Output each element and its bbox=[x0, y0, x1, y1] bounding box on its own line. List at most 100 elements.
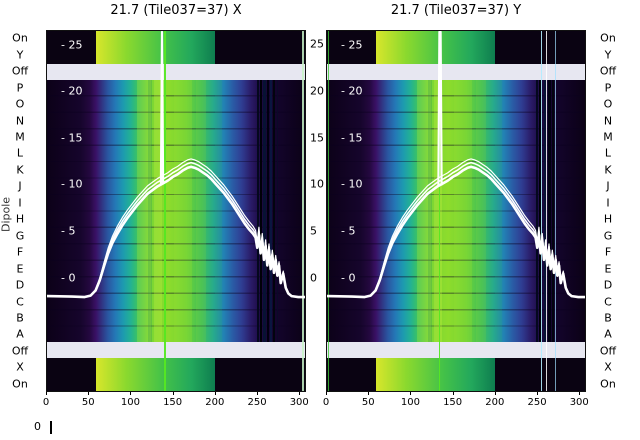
bright-line bbox=[546, 31, 548, 391]
y-tick-outer: 5 bbox=[310, 224, 317, 238]
bright-line bbox=[302, 31, 304, 391]
x-tick-label: 300 bbox=[289, 397, 309, 408]
y-tick-inner: - 10 bbox=[61, 177, 83, 191]
dipole-row-label: J bbox=[606, 179, 610, 193]
dipole-row-label: P bbox=[16, 81, 24, 95]
x-tick-mark bbox=[172, 392, 174, 395]
dipole-row-label: Y bbox=[604, 48, 612, 62]
off-row-bottom bbox=[327, 341, 585, 359]
dipole-row-label: M bbox=[603, 130, 613, 144]
y-tick-inner: - 0 bbox=[61, 271, 76, 284]
y-tick-outer: 0 bbox=[310, 271, 317, 285]
x-tick-label: 0 bbox=[322, 397, 330, 408]
dark-stripe bbox=[535, 80, 538, 342]
x-tick-label: 0 bbox=[42, 397, 50, 408]
y-tick-outer: 20 bbox=[310, 84, 324, 98]
dipole-row-label: D bbox=[603, 278, 613, 292]
dark-stripe bbox=[538, 80, 542, 342]
dipole-row-label: On bbox=[600, 377, 616, 391]
dipole-row-label: Off bbox=[599, 64, 617, 78]
dark-stripe bbox=[257, 80, 260, 342]
dark-stripe bbox=[270, 80, 272, 342]
x-tick-label: 150 bbox=[163, 397, 183, 408]
y-tick-inner: - 5 bbox=[341, 224, 356, 238]
dipole-row-label: K bbox=[604, 163, 612, 177]
y-tick-inner: - 10 bbox=[341, 177, 363, 191]
heatmap-panel-x: - 25 - 20 - 15 - 10 - 5 - 0 bbox=[46, 30, 306, 392]
y-tick-outer: 15 bbox=[310, 131, 324, 145]
y-tick-inner: - 15 bbox=[61, 131, 83, 145]
dipole-row-label: O bbox=[603, 97, 613, 111]
x-tick-label: 200 bbox=[205, 397, 225, 408]
x-tick-label: 50 bbox=[361, 397, 375, 408]
dipole-row-label: Off bbox=[11, 64, 29, 78]
dipole-row-label: X bbox=[16, 360, 24, 374]
y-tick-inner: - 5 bbox=[61, 224, 76, 238]
dipole-row-label: E bbox=[604, 262, 612, 276]
panel-title-y: 21.7 (Tile037=37) Y bbox=[390, 3, 522, 18]
x-tick-label: 250 bbox=[247, 397, 267, 408]
dipole-row-label: J bbox=[18, 179, 22, 193]
panel-wrap-y: - 25 - 20 - 15 - 10 - 5 - 0 0 50 100 150 200 250 30… bbox=[323, 30, 589, 408]
dark-stripe bbox=[273, 80, 276, 342]
x-tick-label: 150 bbox=[443, 397, 463, 408]
x-tick-label: 50 bbox=[81, 397, 95, 408]
heatmap-texture-column bbox=[137, 80, 152, 342]
heatmap-texture-column bbox=[494, 80, 502, 342]
dipole-row-label: C bbox=[16, 295, 24, 308]
y-tick-inner: - 20 bbox=[61, 84, 83, 98]
panel-title-x: 21.7 (Tile037=37) X bbox=[110, 3, 242, 18]
dipole-row-label: On bbox=[12, 31, 28, 45]
heatmap-texture-column bbox=[196, 80, 207, 342]
heatmap-texture-column bbox=[427, 80, 432, 342]
dipole-row-label: On bbox=[600, 31, 616, 45]
dipole-labels-left: On Y Off P O N M L K J I H G F E D C B A Off X On bbox=[0, 30, 40, 392]
x-tick-label: 100 bbox=[120, 397, 140, 408]
x-tick-mark bbox=[368, 392, 370, 395]
dipole-row-label: Off bbox=[599, 344, 617, 358]
x-tick-mark bbox=[494, 392, 496, 395]
dark-stripe bbox=[552, 80, 555, 342]
bright-line bbox=[554, 31, 556, 391]
dark-stripe bbox=[276, 80, 279, 342]
dipole-row-label: I bbox=[606, 196, 610, 210]
power-profile-lines bbox=[47, 31, 305, 391]
dipole-row-label: L bbox=[16, 146, 24, 160]
heatmap-texture-column bbox=[154, 80, 163, 342]
x-tick-mark bbox=[410, 392, 412, 395]
bright-green-line bbox=[327, 31, 330, 391]
heatmap-texture-column bbox=[454, 80, 473, 342]
x-tick-mark bbox=[537, 392, 539, 395]
x-tick-label: 200 bbox=[485, 397, 505, 408]
power-profile-lines bbox=[327, 31, 585, 391]
dipole-row-label: F bbox=[604, 245, 612, 259]
dipole-row-label: L bbox=[604, 146, 612, 160]
dipole-row-label: F bbox=[16, 245, 24, 259]
heatmap-texture-column bbox=[214, 80, 222, 342]
heatmap-texture-column bbox=[476, 80, 487, 342]
dipole-row-label: B bbox=[604, 311, 612, 325]
x-tick-mark bbox=[130, 392, 132, 395]
spectrum-heatmap bbox=[47, 80, 305, 342]
off-row-top bbox=[327, 63, 585, 81]
y-tick-inner: - 20 bbox=[341, 84, 363, 98]
dipole-labels-right: On Y Off P O N M L K J I H G F E D C B A Off X On bbox=[586, 30, 630, 392]
dipole-row-label: Y bbox=[16, 48, 24, 62]
x-tick-mark bbox=[326, 392, 327, 395]
reference-rows-top bbox=[47, 31, 305, 64]
y-tick-inner: - 0 bbox=[341, 271, 356, 284]
dipole-row-label: Off bbox=[11, 344, 29, 358]
x-tick-mark bbox=[579, 392, 581, 395]
dipole-row-label: E bbox=[16, 262, 24, 276]
reference-rows-bottom bbox=[47, 358, 305, 391]
x-tick-mark bbox=[452, 392, 454, 395]
reference-band-segment bbox=[95, 358, 215, 391]
heatmap-panel-y: - 25 - 20 - 15 - 10 - 5 - 0 bbox=[326, 30, 586, 392]
dipole-row-label: P bbox=[604, 81, 612, 95]
dipole-row-label: N bbox=[603, 114, 613, 127]
bright-green-line bbox=[164, 31, 166, 391]
off-row-top bbox=[47, 63, 305, 81]
x-tick-label: 250 bbox=[527, 397, 547, 408]
dipole-row-label: G bbox=[603, 229, 613, 243]
